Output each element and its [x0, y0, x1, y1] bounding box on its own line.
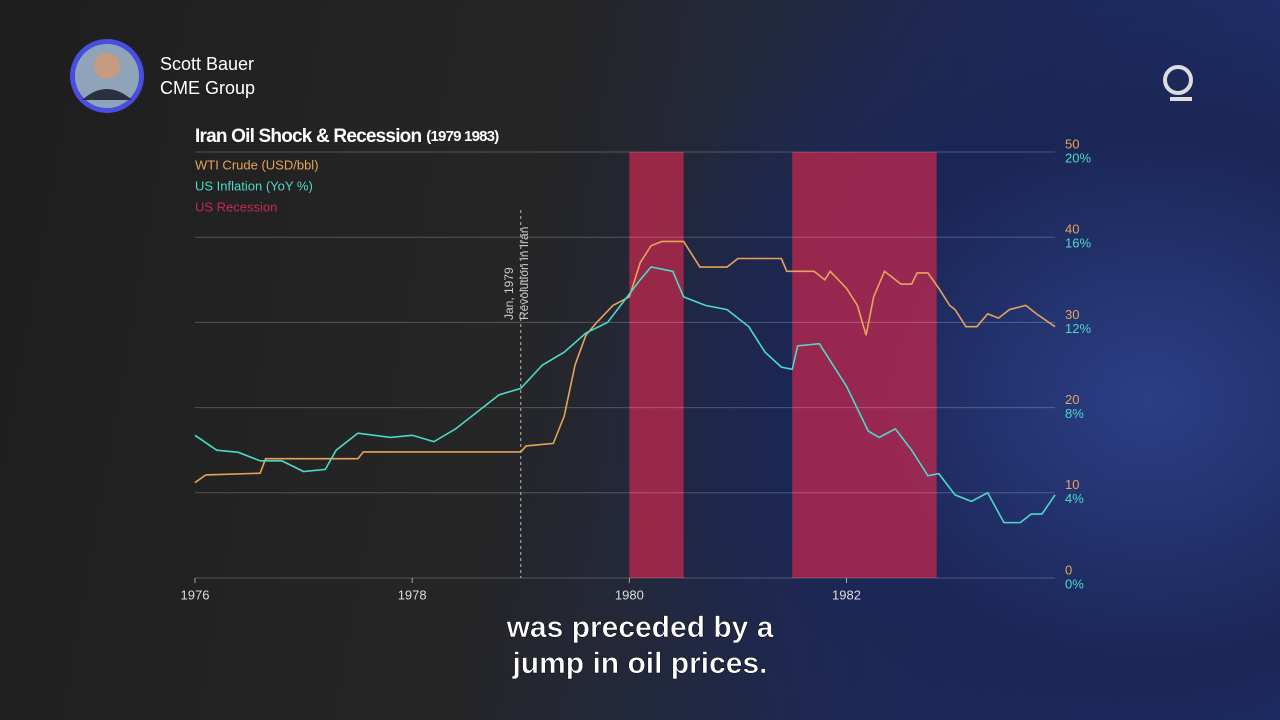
- logo-bar: [1170, 97, 1192, 101]
- speaker-org: CME Group: [160, 78, 255, 98]
- y2-tick-label: 0%: [1065, 576, 1084, 591]
- annotation-text: Jan, 1979: [502, 267, 516, 320]
- y-tick-label: 20: [1065, 392, 1079, 407]
- title: Iran Oil Shock & Recession: [195, 126, 421, 147]
- legend-entry: US Inflation (YoY %): [195, 178, 313, 193]
- y-tick-label: 30: [1065, 307, 1079, 322]
- series-line: [194, 240, 1056, 484]
- legend-entry: WTI Crude (USD/bbl): [195, 157, 319, 172]
- x-tick-label: 1982: [832, 587, 861, 602]
- y2-tick-label: 8%: [1065, 406, 1084, 421]
- y-tick-label: 50: [1065, 136, 1079, 151]
- recession-band: [629, 152, 684, 578]
- y-tick-label: 10: [1065, 477, 1079, 492]
- y-tick-label: 0: [1065, 562, 1072, 577]
- x-tick-label: 1976: [181, 587, 210, 602]
- series-line: [194, 266, 1056, 524]
- speaker-name: Scott Bauer: [160, 54, 254, 74]
- chart: Iran Oil Shock & Recession (1979 1983) 0 1…: [181, 126, 1092, 602]
- y-tick-label: 40: [1065, 222, 1079, 237]
- caption-line: jump in oil prices.: [511, 647, 767, 680]
- logo: [1163, 65, 1193, 95]
- chart-title: Iran Oil Shock & Recession (1979 1983): [195, 126, 499, 147]
- legend-entry: US Recession: [195, 199, 277, 214]
- x-tick-label: 1980: [615, 587, 644, 602]
- avatar-body: [82, 89, 132, 100]
- x-tick-label: 1978: [398, 587, 427, 602]
- y2-tick-label: 12%: [1065, 321, 1091, 336]
- y2-tick-label: 4%: [1065, 491, 1084, 506]
- avatar-face: [94, 53, 120, 79]
- y2-tick-label: 20%: [1065, 150, 1091, 165]
- y2-tick-label: 16%: [1065, 236, 1091, 251]
- recession-band: [792, 152, 937, 578]
- annotation-text: Revolution in Iran: [517, 227, 531, 320]
- subtitle: (1979 1983): [426, 128, 499, 145]
- caption-line: was preceded by a: [506, 611, 774, 644]
